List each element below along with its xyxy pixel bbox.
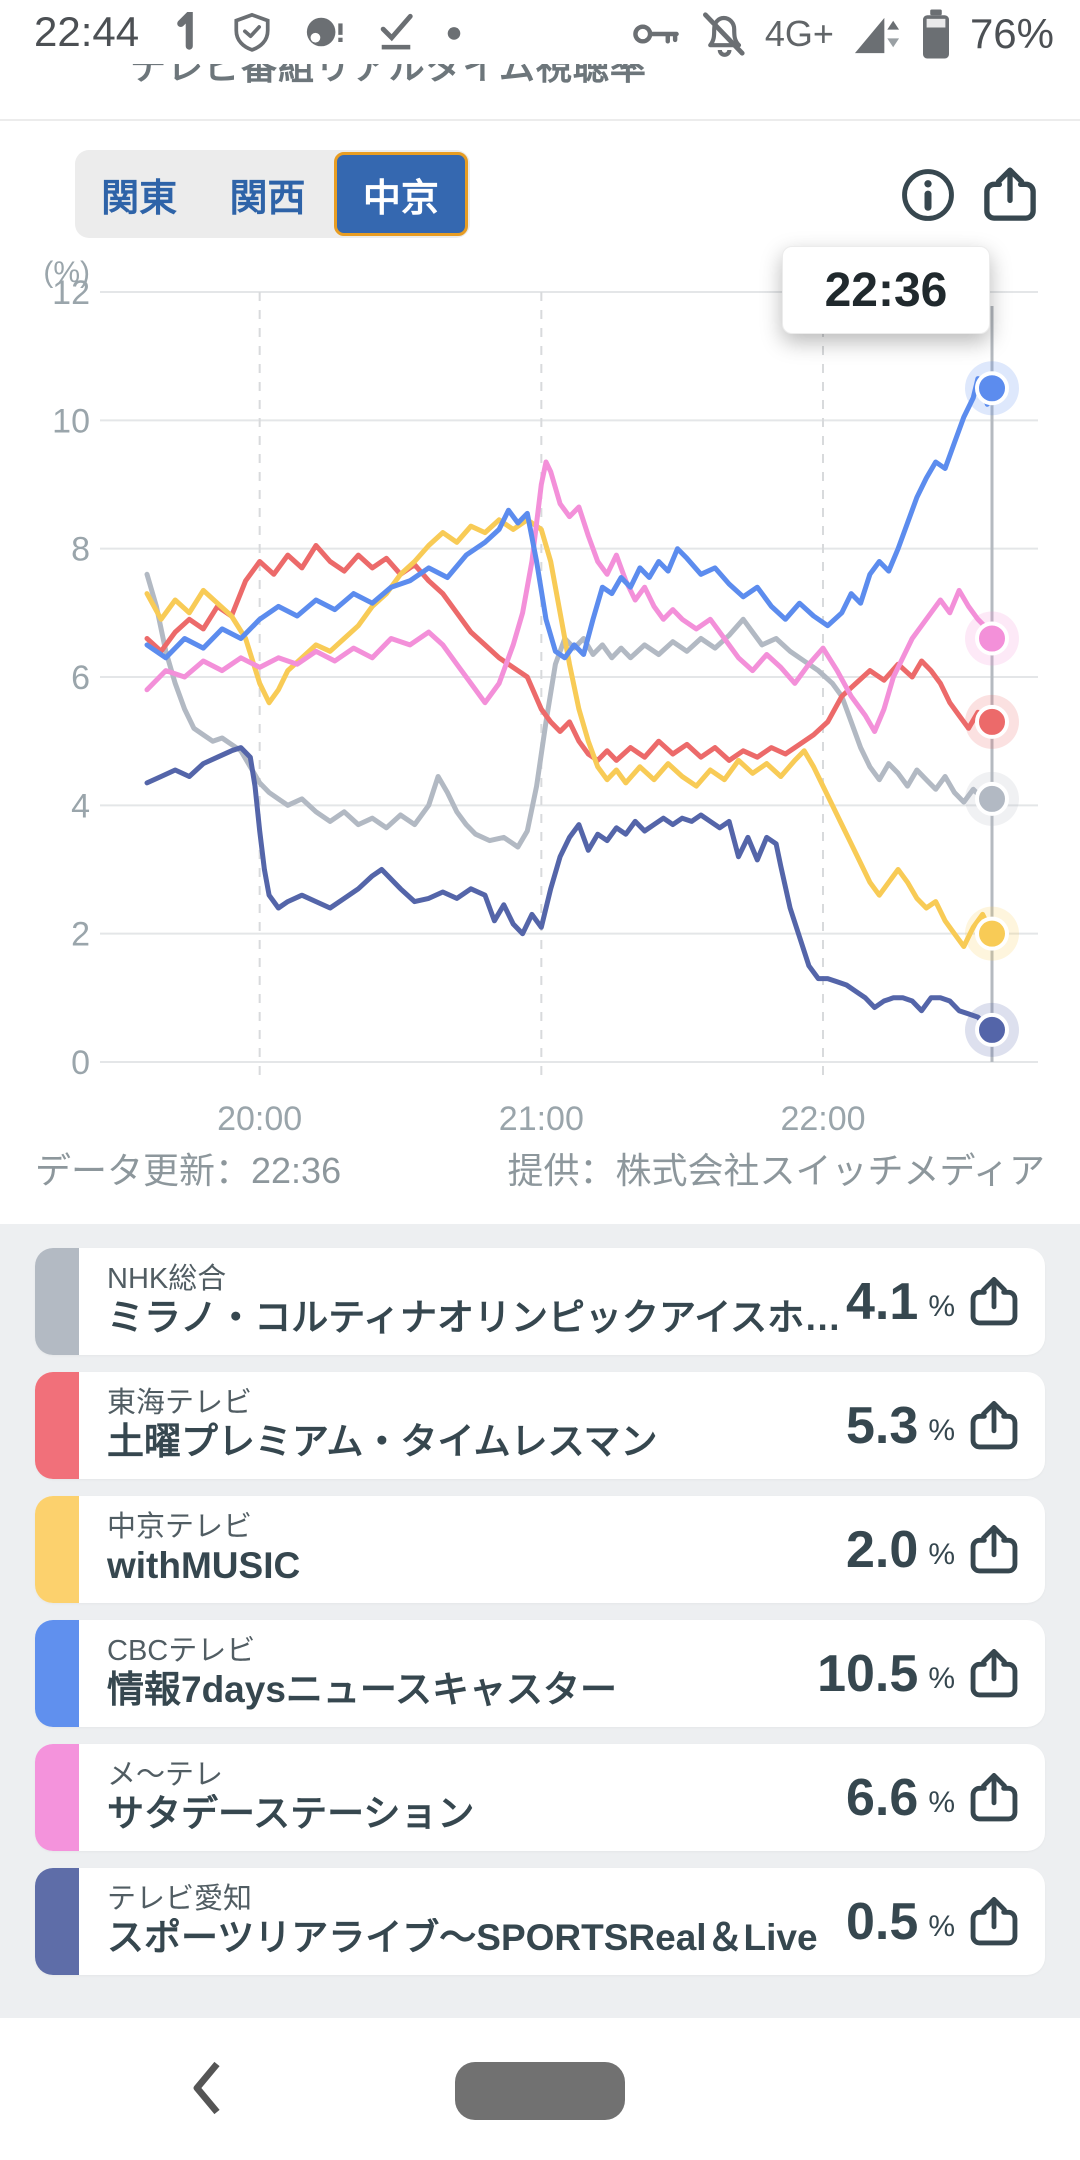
- program-title: 情報7daysニュースキャスター: [107, 1670, 618, 1711]
- y-tick-label: 2: [71, 916, 90, 954]
- program-title: サタデーステーション: [107, 1794, 475, 1835]
- bell-off-icon: [702, 12, 745, 57]
- dot-icon: [447, 27, 461, 40]
- program-card[interactable]: 東海テレビ 土曜プレミアム・タイムレスマン 5.3 %: [35, 1372, 1045, 1479]
- check-underline-icon: [380, 13, 413, 50]
- share-icon[interactable]: [965, 1521, 1023, 1579]
- rating-value: 2.0: [846, 1520, 919, 1579]
- channel-name: テレビ愛知: [107, 1882, 253, 1915]
- ratings-line-chart[interactable]: 0 2 4 6 8 10 12(%) 20:00 21:00 22:00: [0, 0, 1080, 1210]
- battery-icon: [922, 9, 949, 59]
- x-tick-label: 22:00: [780, 1100, 865, 1138]
- y-tick-label: 12: [52, 274, 90, 312]
- series-line: [144, 517, 995, 949]
- y-tick-label: 10: [52, 402, 90, 440]
- rating-unit: %: [928, 1537, 955, 1571]
- channel-color-bar: [35, 1620, 79, 1727]
- info-icon[interactable]: [900, 167, 956, 223]
- data-updated-label: データ更新：22:36: [35, 1150, 342, 1191]
- series-line: [144, 543, 995, 763]
- channel-color-bar: [35, 1744, 79, 1851]
- rating-value: 6.6: [846, 1768, 919, 1827]
- network-type-label: 4G+: [764, 13, 834, 54]
- rating-value: 4.1: [846, 1272, 919, 1331]
- data-provider-label: 提供：株式会社スイッチメディア: [507, 1150, 1045, 1191]
- rating-unit: %: [928, 1785, 955, 1819]
- y-tick-label: 6: [71, 659, 90, 697]
- rating-unit: %: [928, 1661, 955, 1695]
- system-nav-bar: [0, 2018, 1080, 2160]
- program-card[interactable]: NHK総合 ミラノ・コルティナオリンピックアイスホ… 4.1 %: [35, 1248, 1045, 1355]
- channel-name: NHK総合: [107, 1262, 227, 1295]
- header-divider: [0, 119, 1080, 121]
- series-line: [144, 571, 995, 850]
- y-tick-label: 0: [71, 1044, 90, 1082]
- x-tick-label: 21:00: [499, 1100, 584, 1138]
- program-card[interactable]: テレビ愛知 スポーツリアライブ〜SPORTSReal＆Live 0.5 %: [35, 1868, 1045, 1975]
- share-icon[interactable]: [965, 1397, 1023, 1455]
- share-icon[interactable]: [965, 1273, 1023, 1331]
- y-axis-unit-label: (%): [43, 256, 90, 289]
- back-chevron-icon[interactable]: [185, 2058, 229, 2118]
- tab-kanto[interactable]: 関東: [101, 177, 178, 220]
- notification-alert-icon: [306, 17, 343, 47]
- region-tab-group: 関東 関西 中京: [75, 150, 470, 238]
- share-icon[interactable]: [978, 163, 1042, 227]
- channel-name: 東海テレビ: [107, 1386, 253, 1419]
- channel-color-bar: [35, 1868, 79, 1975]
- battery-percent-label: 76%: [969, 10, 1054, 57]
- program-card[interactable]: 中京テレビ withMUSIC 2.0 %: [35, 1496, 1045, 1603]
- series-end-dot: [975, 621, 1009, 656]
- clock: 22:44: [34, 8, 140, 55]
- program-card[interactable]: メ〜テレ サタデーステーション 6.6 %: [35, 1744, 1045, 1851]
- series-end-dot: [975, 1012, 1009, 1047]
- channel-name: メ〜テレ: [107, 1758, 224, 1791]
- share-icon[interactable]: [965, 1769, 1023, 1827]
- home-pill[interactable]: [455, 2062, 625, 2120]
- channel-name: CBCテレビ: [107, 1634, 256, 1667]
- rating-unit: %: [928, 1289, 955, 1323]
- series-end-dot: [975, 781, 1009, 816]
- program-title: ミラノ・コルティナオリンピックアイスホ…: [107, 1298, 842, 1339]
- program-title: withMUSIC: [107, 1546, 301, 1587]
- channel-name: 中京テレビ: [107, 1510, 253, 1543]
- channel-color-bar: [35, 1248, 79, 1355]
- series-end-dot: [975, 371, 1009, 406]
- rating-value: 0.5: [846, 1892, 919, 1951]
- rating-unit: %: [928, 1909, 955, 1943]
- tab-chukyo[interactable]: 中京: [333, 152, 468, 236]
- rating-value: 5.3: [846, 1396, 919, 1455]
- y-tick-label: 8: [71, 531, 90, 569]
- tab-kansai[interactable]: 関西: [229, 177, 306, 220]
- shield-check-icon: [234, 12, 270, 52]
- series-end-dot: [975, 704, 1009, 739]
- series-line: [144, 376, 995, 661]
- program-card[interactable]: CBCテレビ 情報7daysニュースキャスター 10.5 %: [35, 1620, 1045, 1727]
- series-line: [144, 459, 995, 734]
- channel-color-bar: [35, 1496, 79, 1603]
- cursor-time-label: 22:36: [824, 263, 948, 317]
- cursor-time-tooltip: 22:36: [782, 246, 990, 334]
- chart-toolbar: [900, 163, 1042, 227]
- rating-value: 10.5: [817, 1644, 919, 1703]
- notification-icons: [168, 12, 462, 52]
- share-icon[interactable]: [965, 1893, 1023, 1951]
- key-icon: [633, 24, 679, 44]
- status-bar: 22:44 4G+ 76%: [0, 0, 1080, 64]
- app-1-icon: [177, 12, 193, 50]
- x-tick-label: 20:00: [217, 1100, 302, 1138]
- series-end-dot: [975, 916, 1009, 951]
- signal-icon: [854, 17, 899, 54]
- system-status-icons: 4G+ 76%: [631, 8, 1054, 60]
- program-legend-list: NHK総合 ミラノ・コルティナオリンピックアイスホ… 4.1 % 東海テレビ 土…: [0, 1224, 1080, 2018]
- series-line: [144, 745, 995, 1033]
- share-icon[interactable]: [965, 1645, 1023, 1703]
- program-title: 土曜プレミアム・タイムレスマン: [107, 1422, 658, 1463]
- channel-color-bar: [35, 1372, 79, 1479]
- program-title: スポーツリアライブ〜SPORTSReal＆Live: [107, 1918, 818, 1959]
- y-tick-label: 4: [71, 787, 90, 825]
- rating-unit: %: [928, 1413, 955, 1447]
